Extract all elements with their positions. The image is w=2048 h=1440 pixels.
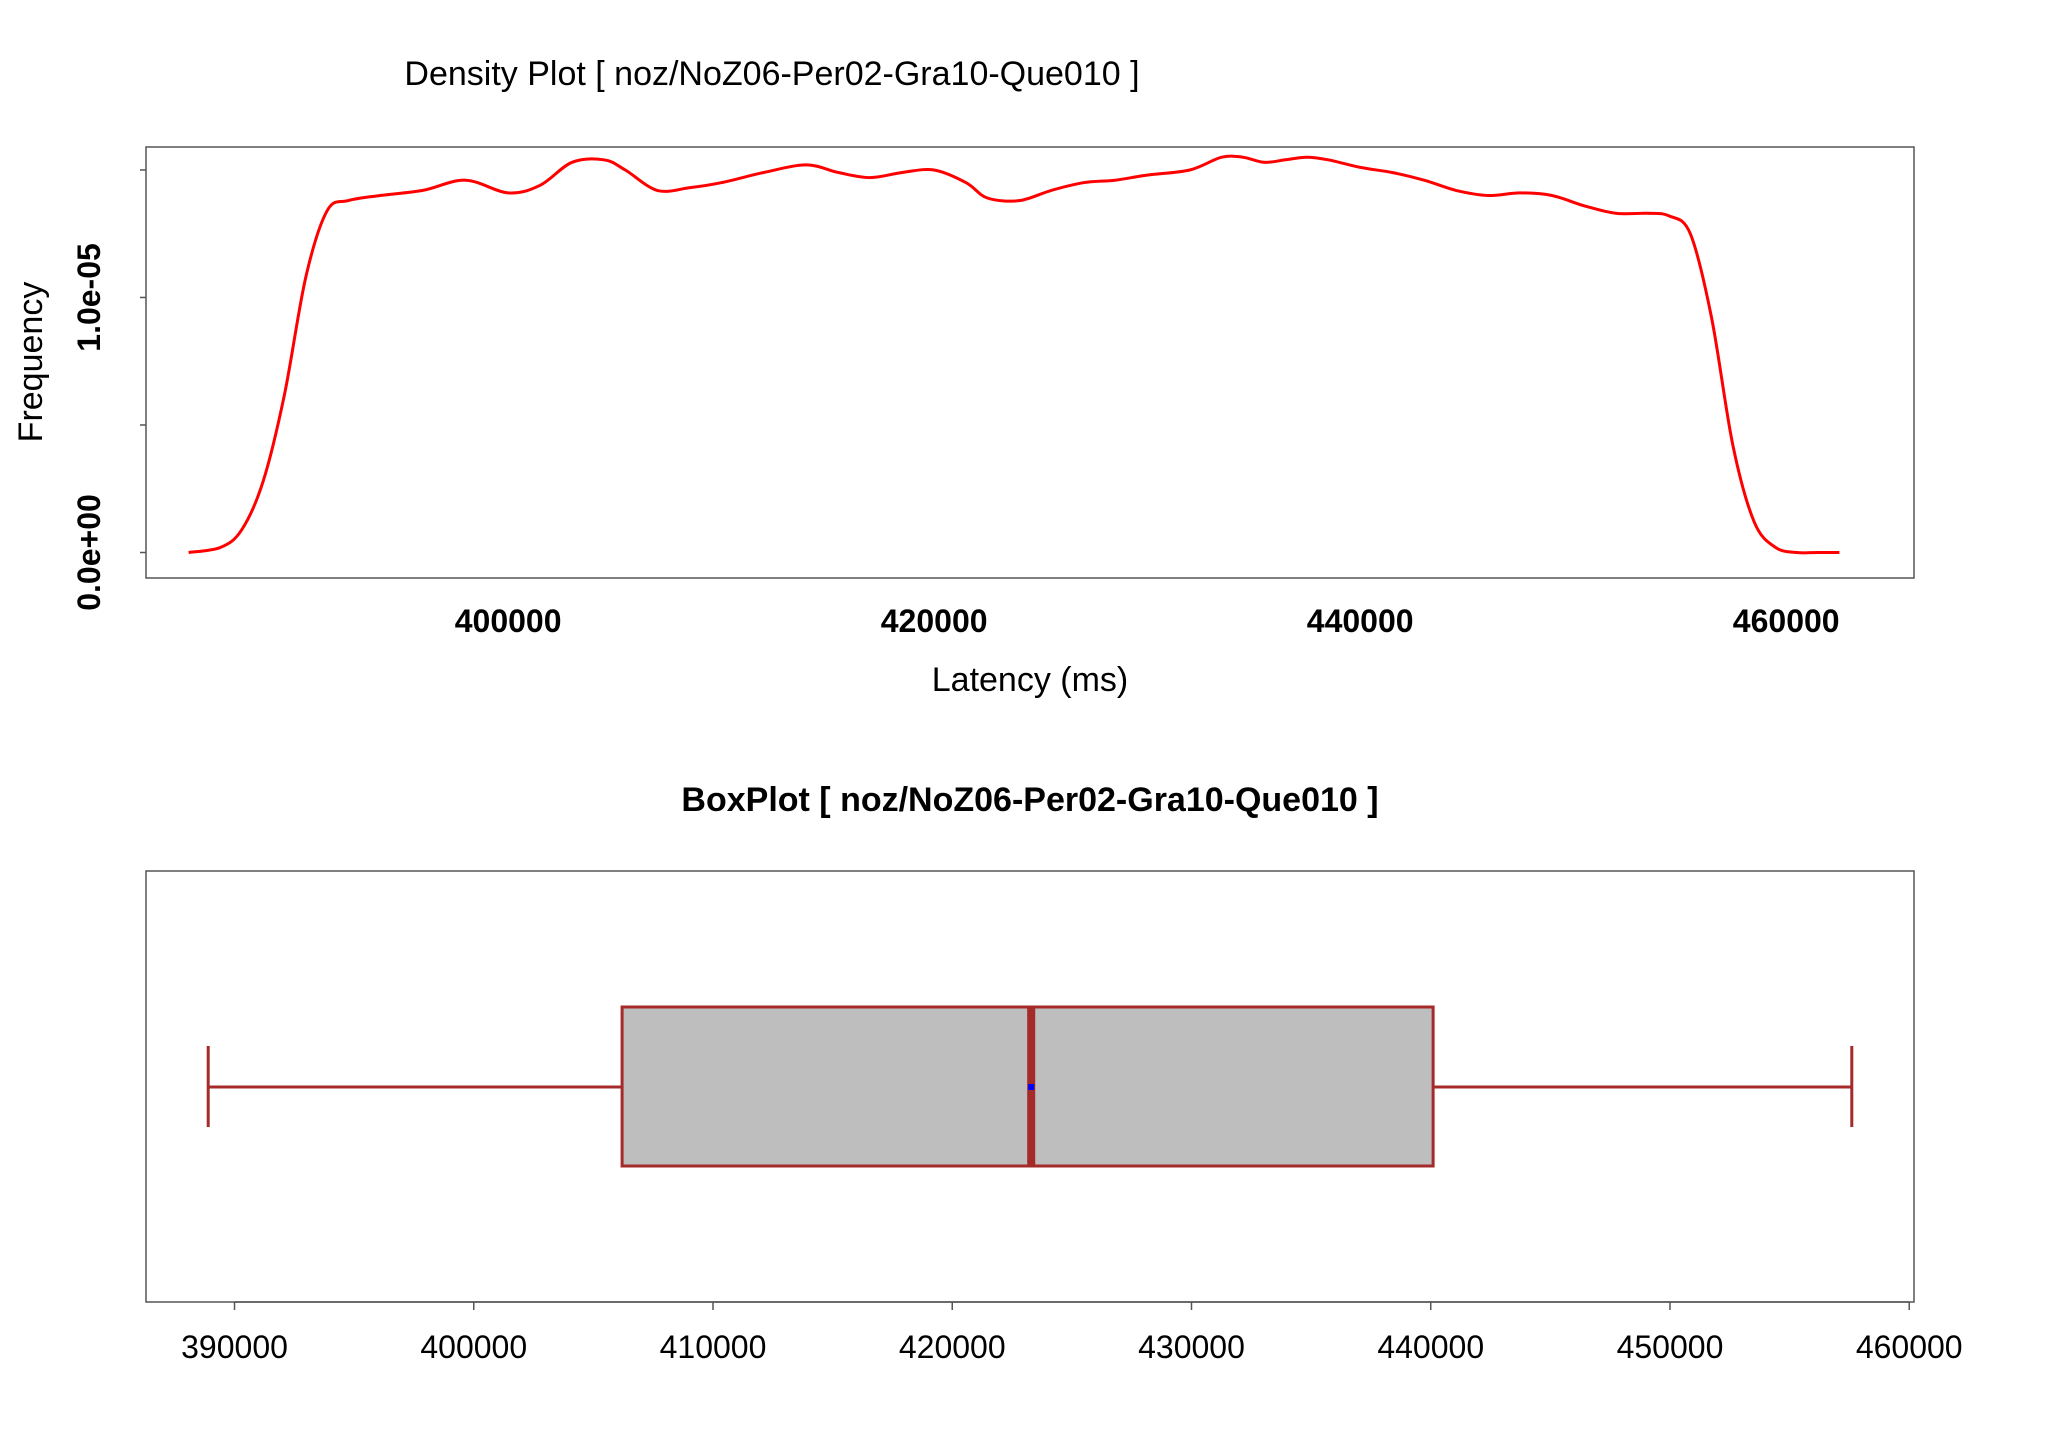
box-x-tick-label: 460000 <box>1856 1329 1963 1365</box>
density-y-axis: 0.0e+00 1.0e-05 <box>71 169 146 611</box>
box-x-tick-label: 400000 <box>420 1329 527 1365</box>
density-chart: Density Plot [ noz/NoZ06-Per02-Gra10-Que… <box>12 55 1915 699</box>
density-x-axis: 400000 420000 440000 460000 <box>455 603 1840 639</box>
box-x-tick-label: 440000 <box>1377 1329 1484 1365</box>
box-x-tick-label: 430000 <box>1138 1329 1245 1365</box>
box-x-tick-label: 450000 <box>1617 1329 1724 1365</box>
box-title: BoxPlot [ noz/NoZ06-Per02-Gra10-Que010 ] <box>681 781 1378 819</box>
density-curve <box>188 154 1840 555</box>
density-plot-frame <box>145 146 1915 579</box>
density-x-tick-label: 440000 <box>1307 603 1414 639</box>
density-y-tick-label: 0.0e+00 <box>71 494 107 611</box>
density-x-tick-label: 400000 <box>455 603 562 639</box>
box-chart: BoxPlot [ noz/NoZ06-Per02-Gra10-Que010 ]… <box>145 781 1963 1365</box>
box-marks <box>206 1005 1854 1168</box>
box-x-tick-label: 390000 <box>181 1329 288 1365</box>
box-x-tick-label: 410000 <box>660 1329 767 1365</box>
density-x-tick-label: 420000 <box>881 603 988 639</box>
box-mean-marker <box>1028 1084 1035 1090</box>
density-x-tick-label: 460000 <box>1733 603 1840 639</box>
density-title: Density Plot [ noz/NoZ06-Per02-Gra10-Que… <box>404 55 1139 93</box>
density-y-axis-label: Frequency <box>12 282 50 443</box>
box-x-tick-label: 420000 <box>899 1329 1006 1365</box>
box-x-axis: 390000 400000 410000 420000 430000 440000 4500… <box>181 1301 1963 1365</box>
density-y-tick-label: 1.0e-05 <box>71 243 107 352</box>
density-x-axis-label: Latency (ms) <box>932 661 1129 699</box>
